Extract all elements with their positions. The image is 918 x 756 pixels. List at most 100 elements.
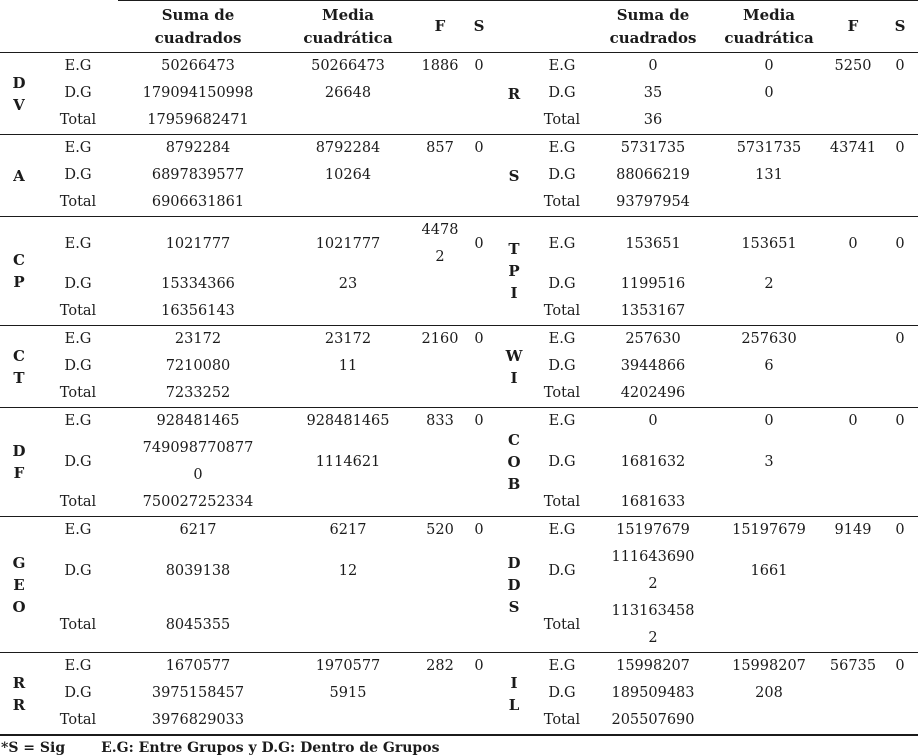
row-label: E.G [38,652,118,680]
cell-f [418,107,462,135]
cell-suma: 7210080 [165,358,231,374]
cell-s [882,680,918,707]
group-label: R R [0,652,38,736]
cell-f [824,680,882,707]
cell-media: 1114621 [315,453,381,470]
row-label: D.G [64,358,92,374]
row-label: Total [543,112,581,128]
cell-media: 6 [764,358,774,374]
group-label: C T [0,325,38,408]
row-label: D.G [64,167,92,183]
cell-f [824,325,882,353]
row-label: E.G [532,52,592,80]
cell-s: 0 [462,52,496,80]
cell-suma: 205507690 [592,707,714,736]
cell-s: 0 [882,216,918,271]
cell-f [418,680,462,707]
cell-media: 0 [714,407,824,435]
row-label: E.G [38,216,118,271]
row-label: D.G [548,453,576,470]
row-label: E.G [532,407,592,435]
table-row: D.G 6897839577 10264 D.G 88066219 131 [0,162,918,189]
cell-suma: 5731735 [592,134,714,162]
cell-suma: 4202496 [620,385,686,401]
group-label: G E O [0,516,38,653]
cell-media [714,707,824,736]
cell-s [462,162,496,189]
cell-suma: 928481465 [118,407,278,435]
cell-f: 5250 [824,52,882,80]
cell-f [418,189,462,217]
cell-f: 833 [418,407,462,435]
cell-media [714,598,824,653]
cell-f [824,298,882,326]
row-label: Total [59,303,97,319]
cell-media: 0 [714,52,824,80]
cell-f: 282 [418,652,462,680]
cell-s [882,162,918,189]
table-row: Total 6906631861 Total 93797954 [0,189,918,217]
cell-suma: 257630 [592,325,714,353]
cell-media: 11 [338,358,358,374]
cell-suma: 23172 [118,325,278,353]
cell-s: 0 [882,407,918,435]
cell-f [824,189,882,217]
cell-media [278,707,418,736]
cell-media: 15998207 [714,652,824,680]
row-label: D.G [64,562,92,579]
cell-s [462,435,496,489]
cell-media [714,107,824,135]
cell-media [714,380,824,408]
cell-media: 12 [338,562,358,579]
cell-suma: 1681632 [620,453,686,470]
cell-media [278,380,418,408]
cell-s [462,380,496,408]
cell-f: 520 [418,516,462,544]
cell-media: 153651 [714,216,824,271]
cell-f [418,80,462,107]
cell-suma: 0 [592,407,714,435]
cell-media [714,489,824,517]
cell-f [824,380,882,408]
cell-suma: 179094150998 [142,85,254,101]
cell-suma: 7233252 [165,385,231,401]
cell-suma: 0 [592,52,714,80]
cell-media: 15197679 [714,516,824,544]
cell-s: 0 [462,216,496,271]
cell-f [418,435,462,489]
cell-suma: 1353167 [620,303,686,319]
header-media-left: Media cuadrática [278,0,418,53]
cell-f: 56735 [824,652,882,680]
cell-suma: 1199516 [620,276,686,292]
table-row: Total 750027252334 Total 1681633 [0,489,918,517]
group-label: A [0,134,38,217]
cell-suma: 50266473 [118,52,278,80]
header-spacer [532,0,592,53]
cell-media [714,298,824,326]
group-label: R [496,52,532,135]
cell-suma: 111643690 2 [611,549,695,592]
cell-s [882,298,918,326]
cell-f [824,707,882,736]
cell-media: 5731735 [714,134,824,162]
table-row: D.G 8039138 12 D.G 111643690 2 1661 [0,544,918,598]
cell-suma: 35 [643,85,663,101]
cell-suma: 113163458 2 [611,603,695,646]
cell-media: 131 [755,167,783,183]
cell-s: 0 [882,652,918,680]
cell-f [824,353,882,380]
header-f-left: F [418,0,462,53]
cell-suma: 16356143 [161,303,235,319]
cell-f [824,271,882,298]
cell-f [824,489,882,517]
cell-suma: 3944866 [620,358,686,374]
cell-s [462,189,496,217]
table-row: C T E.G 23172 23172 2160 0 W I E.G 257630 257630 0 [0,325,918,408]
cell-suma: 1021777 [118,216,278,271]
cell-s [462,353,496,380]
cell-s: 0 [462,325,496,353]
header-media-right: Media cuadrática [714,0,824,53]
row-label: E.G [532,652,592,680]
cell-media: 1661 [750,562,788,579]
